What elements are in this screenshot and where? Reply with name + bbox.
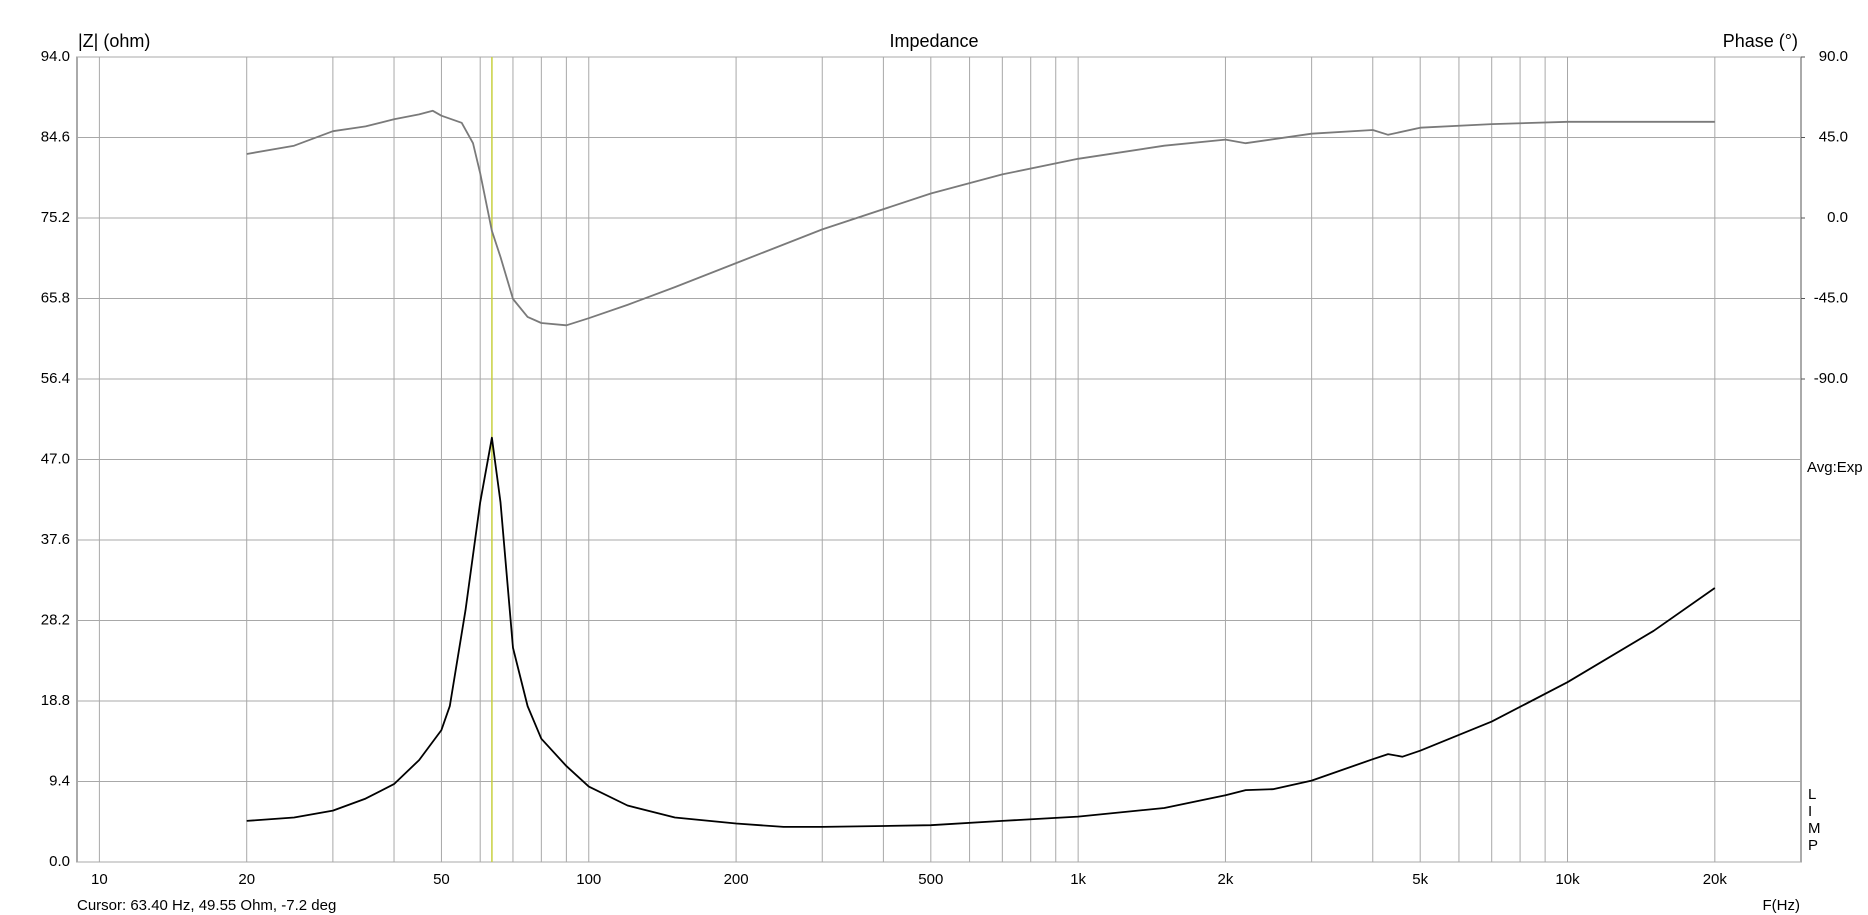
y2-tick-label: -90.0 — [1814, 370, 1848, 387]
side-letter: L — [1808, 786, 1816, 803]
y2-tick-label: 0.0 — [1827, 209, 1848, 226]
x-axis-label: F(Hz) — [1763, 897, 1801, 914]
y-tick-label: 28.2 — [41, 611, 70, 628]
y-tick-label: 9.4 — [49, 772, 70, 789]
cursor-readout: Cursor: 63.40 Hz, 49.55 Ohm, -7.2 deg — [77, 897, 336, 914]
x-tick-label: 20 — [238, 871, 255, 888]
y-tick-label: 56.4 — [41, 370, 70, 387]
y2-tick-label: 45.0 — [1819, 128, 1848, 145]
side-letter: P — [1808, 837, 1818, 854]
x-tick-label: 200 — [724, 871, 749, 888]
x-tick-label: 50 — [433, 871, 450, 888]
y-tick-label: 47.0 — [41, 450, 70, 467]
y-tick-label: 0.0 — [49, 853, 70, 870]
x-tick-label: 10 — [91, 871, 108, 888]
series-line — [246, 109, 1715, 327]
x-tick-label: 20k — [1703, 871, 1728, 888]
y-tick-label: 75.2 — [41, 209, 70, 226]
y-axis-label: |Z| (ohm) — [78, 31, 150, 51]
side-letter: I — [1808, 803, 1812, 820]
y-tick-label: 65.8 — [41, 289, 70, 306]
y-tick-label: 94.0 — [41, 48, 70, 65]
chart-title: Impedance — [889, 31, 978, 51]
x-tick-label: 2k — [1218, 871, 1234, 888]
y2-tick-label: -45.0 — [1814, 289, 1848, 306]
y-tick-label: 18.8 — [41, 692, 70, 709]
y2-tick-label: 90.0 — [1819, 48, 1848, 65]
y2-axis-label: Phase (°) — [1723, 31, 1798, 51]
x-tick-label: 5k — [1412, 871, 1428, 888]
x-tick-label: 1k — [1070, 871, 1086, 888]
averaging-label: Avg:Exp — [1807, 459, 1863, 476]
x-tick-label: 10k — [1555, 871, 1580, 888]
side-letter: M — [1808, 820, 1821, 837]
x-tick-label: 100 — [576, 871, 601, 888]
y-tick-label: 37.6 — [41, 531, 70, 548]
x-tick-label: 500 — [918, 871, 943, 888]
series-line — [246, 436, 1716, 828]
y-tick-label: 84.6 — [41, 128, 70, 145]
